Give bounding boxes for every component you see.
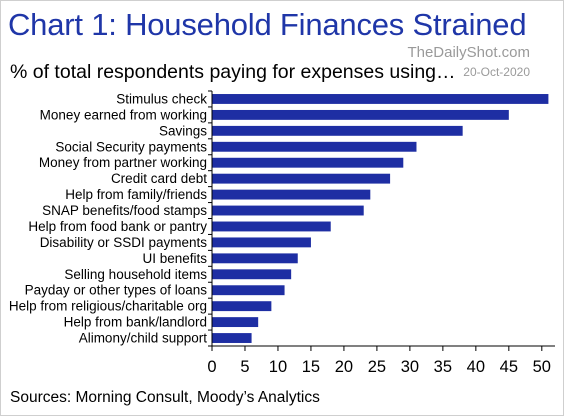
source-note: Sources: Morning Consult, Moody’s Analyt… xyxy=(10,389,320,406)
chart-subtitle: % of total respondents paying for expens… xyxy=(10,61,456,83)
category-label: Selling household items xyxy=(64,267,207,282)
x-tick-label: 30 xyxy=(401,358,419,376)
bar xyxy=(212,221,331,232)
bar xyxy=(212,253,298,264)
bar xyxy=(212,141,417,152)
brand-label: TheDailyShot.com xyxy=(407,44,530,61)
category-label: Credit card debt xyxy=(111,171,207,186)
category-label: Social Security payments xyxy=(55,139,207,154)
category-label: SNAP benefits/food stamps xyxy=(42,203,207,218)
bar xyxy=(212,94,549,104)
x-tick-label: 35 xyxy=(434,358,452,376)
category-label: Help from bank/landlord xyxy=(64,315,207,330)
category-label: Stimulus check xyxy=(116,91,207,106)
bar xyxy=(212,125,463,136)
category-label: Savings xyxy=(159,123,207,138)
bar xyxy=(212,173,391,184)
bar xyxy=(212,269,292,280)
category-label: Alimony/child support xyxy=(79,331,208,346)
x-tick-label: 10 xyxy=(269,358,287,376)
bar xyxy=(212,285,285,296)
x-tick-label: 20 xyxy=(335,358,353,376)
x-tick-label: 50 xyxy=(533,358,551,376)
x-tick-label: 25 xyxy=(368,358,386,376)
bar xyxy=(212,205,364,216)
x-tick-label: 15 xyxy=(302,358,320,376)
category-label: Help from food bank or pantry xyxy=(28,219,207,234)
chart-title: Chart 1: Household Finances Strained xyxy=(8,7,527,42)
date-label: 20-Oct-2020 xyxy=(463,65,530,79)
category-label: Money earned from working xyxy=(40,107,207,122)
bar xyxy=(212,317,259,328)
bar xyxy=(212,189,371,200)
bar xyxy=(212,109,509,120)
category-label: Payday or other types of loans xyxy=(25,283,208,298)
x-tick-label: 40 xyxy=(467,358,485,376)
bar xyxy=(212,333,252,343)
x-tick-label: 5 xyxy=(240,358,249,376)
bar xyxy=(212,301,272,312)
category-label: Help from family/friends xyxy=(65,187,207,202)
category-label: Money from partner working xyxy=(39,155,207,170)
bar xyxy=(212,157,404,168)
bar xyxy=(212,237,311,248)
category-label: UI benefits xyxy=(142,251,207,266)
category-label: Disability or SSDI payments xyxy=(40,235,208,250)
x-tick-label: 0 xyxy=(207,358,216,376)
x-tick-label: 45 xyxy=(500,358,518,376)
category-label: Help from religious/charitable org xyxy=(9,299,207,314)
